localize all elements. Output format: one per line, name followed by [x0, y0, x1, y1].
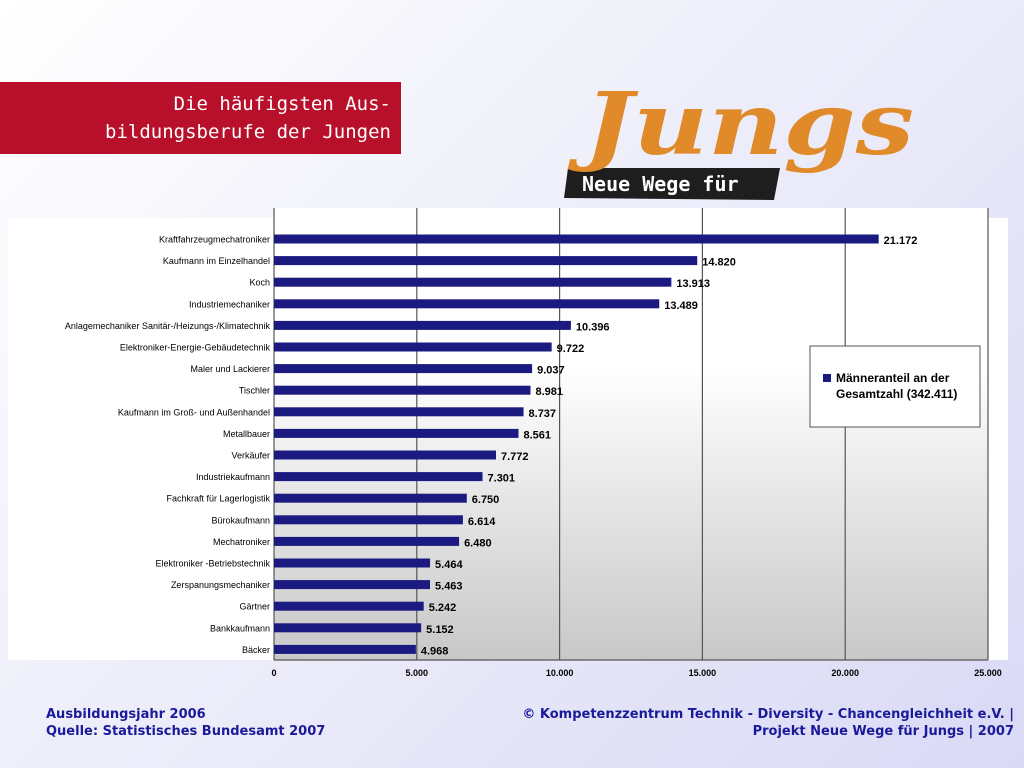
- value-label: 5.463: [435, 581, 463, 593]
- x-tick-label: 5.000: [406, 668, 429, 678]
- jungs-logo: Jungs Neue Wege für: [564, 74, 914, 200]
- category-label: Verkäufer: [231, 451, 270, 461]
- value-label: 9.722: [557, 343, 585, 355]
- bar: [274, 493, 467, 503]
- legend-label-line2: Gesamtzahl (342.411): [836, 387, 957, 401]
- category-label: Industriekaufmann: [196, 472, 270, 482]
- value-label: 5.464: [435, 559, 463, 571]
- x-tick-label: 0: [271, 668, 276, 678]
- category-label: Koch: [249, 278, 270, 288]
- value-label: 4.968: [421, 645, 449, 657]
- category-label: Kaufmann im Groß- und Außenhandel: [118, 407, 270, 417]
- footer-copyright-line1: © Kompetenzzentrum Technik - Diversity -…: [522, 707, 1014, 722]
- chart-legend: Männeranteil an der Gesamtzahl (342.411): [809, 345, 981, 428]
- value-label: 7.301: [488, 473, 516, 485]
- slide-title-line1: Die häufigsten Aus-: [173, 93, 391, 115]
- footer-copyright: © Kompetenzzentrum Technik - Diversity -…: [522, 706, 1014, 740]
- bar: [274, 515, 463, 525]
- category-label: Fachkraft für Lagerlogistik: [166, 494, 270, 504]
- value-label: 6.750: [472, 494, 500, 506]
- chart-panel: Kraftfahrzeugmechatroniker 21.172 Kaufmann…: [8, 208, 1008, 678]
- footer-source-text: Quelle: Statistisches Bundesamt 2007: [46, 724, 326, 739]
- value-label: 8.981: [535, 386, 563, 398]
- value-label: 14.820: [702, 257, 736, 269]
- logo-wordmark: Jungs: [567, 74, 914, 175]
- legend-swatch: [823, 374, 831, 382]
- bar: [274, 385, 531, 395]
- category-label: Maler und Lackierer: [190, 364, 270, 374]
- category-label: Mechatroniker: [213, 537, 270, 547]
- category-label: Tischler: [239, 386, 270, 396]
- bar: [274, 644, 416, 654]
- x-tick-label: 10.000: [546, 668, 574, 678]
- footer-year: Ausbildungsjahr 2006: [46, 707, 206, 722]
- logo-tagline-background: [564, 168, 780, 200]
- category-label: Elektroniker -Betriebstechnik: [155, 559, 270, 569]
- bar: [274, 277, 672, 287]
- bar: [274, 299, 660, 309]
- value-label: 5.242: [429, 602, 457, 614]
- bar: [274, 428, 519, 438]
- value-label: 21.172: [884, 235, 918, 247]
- bar: [274, 558, 431, 568]
- value-label: 9.037: [537, 365, 565, 377]
- value-label: 13.913: [676, 278, 710, 290]
- bar: [274, 234, 879, 244]
- bar: [274, 601, 424, 611]
- x-tick-label: 20.000: [831, 668, 859, 678]
- value-label: 5.152: [426, 624, 454, 636]
- bar: [274, 623, 422, 633]
- x-tick-label: 15.000: [689, 668, 717, 678]
- category-label: Bankkaufmann: [210, 623, 270, 633]
- category-label: Anlagemechaniker Sanitär-/Heizungs-/Klim…: [65, 321, 271, 331]
- value-label: 13.489: [664, 300, 698, 312]
- category-label: Metallbauer: [223, 429, 270, 439]
- category-label: Kaufmann im Einzelhandel: [163, 256, 270, 266]
- x-tick-label: 25.000: [974, 668, 1002, 678]
- bar: [274, 320, 571, 330]
- footer-copyright-line2: Projekt Neue Wege für Jungs | 2007: [752, 724, 1014, 739]
- legend-box: [809, 345, 981, 428]
- value-label: 10.396: [576, 321, 610, 333]
- footer-source: Ausbildungsjahr 2006 Quelle: Statistisch…: [46, 706, 325, 740]
- bar: [274, 536, 460, 546]
- legend-label-line1: Männeranteil an der: [836, 371, 950, 385]
- category-label: Kraftfahrzeugmechatroniker: [159, 235, 270, 245]
- bar: [274, 407, 524, 417]
- bar-chart: Kraftfahrzeugmechatroniker 21.172 Kaufmann…: [65, 208, 1002, 678]
- value-label: 7.772: [501, 451, 529, 463]
- bar: [274, 342, 552, 352]
- logo-tagline: Neue Wege für: [582, 172, 739, 196]
- category-label: Elektroniker-Energie-Gebäudetechnik: [120, 343, 271, 353]
- bar: [274, 256, 698, 266]
- slide-title: Die häufigsten Aus- bildungsberufe der J…: [0, 82, 401, 154]
- value-label: 6.614: [468, 516, 496, 528]
- category-label: Bürokaufmann: [211, 515, 270, 525]
- bar: [274, 450, 496, 460]
- bar: [274, 472, 483, 482]
- category-label: Bäcker: [242, 645, 270, 655]
- value-label: 8.737: [529, 408, 557, 420]
- slide-title-line2: bildungsberufe der Jungen: [105, 121, 391, 143]
- bar: [274, 580, 431, 590]
- category-label: Industriemechaniker: [189, 299, 270, 309]
- value-label: 6.480: [464, 537, 492, 549]
- category-label: Gärtner: [239, 602, 270, 612]
- bar: [274, 364, 533, 374]
- value-label: 8.561: [524, 429, 552, 441]
- category-label: Zerspanungsmechaniker: [171, 580, 270, 590]
